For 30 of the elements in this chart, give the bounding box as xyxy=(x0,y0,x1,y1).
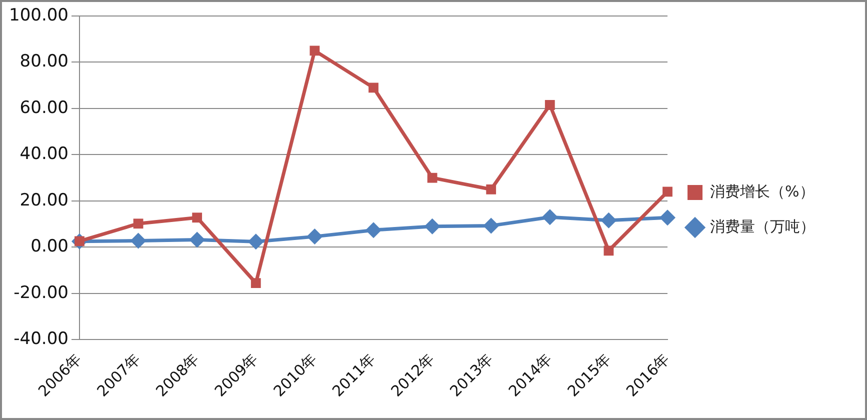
point xyxy=(133,218,144,229)
y-tick-label: 80.00 xyxy=(20,52,68,72)
point xyxy=(130,232,146,249)
point xyxy=(365,222,382,238)
point xyxy=(660,210,676,226)
y-tick-label: 60.00 xyxy=(20,98,68,118)
y-tick-label: 40.00 xyxy=(20,144,68,164)
y-tick-label: 20.00 xyxy=(20,190,68,210)
point xyxy=(600,212,617,228)
point xyxy=(306,228,323,245)
point xyxy=(542,209,558,226)
y-tick-label: -20.00 xyxy=(14,282,68,303)
point xyxy=(250,278,261,288)
point xyxy=(189,232,206,248)
point xyxy=(248,234,264,250)
point xyxy=(544,100,555,110)
point xyxy=(486,184,496,194)
y-tick-label: 100.00 xyxy=(9,5,68,26)
point xyxy=(427,172,438,183)
point xyxy=(483,218,500,234)
point xyxy=(662,186,672,197)
legend-label: 消费量（万吨） xyxy=(710,217,815,236)
point xyxy=(368,82,378,93)
point xyxy=(424,218,440,234)
point xyxy=(310,46,320,56)
point xyxy=(604,246,614,256)
y-tick-label: -40.00 xyxy=(14,329,68,350)
y-tick-label: 0.00 xyxy=(30,236,68,257)
point xyxy=(192,212,202,223)
legend-label: 消费增长（%） xyxy=(710,182,814,200)
